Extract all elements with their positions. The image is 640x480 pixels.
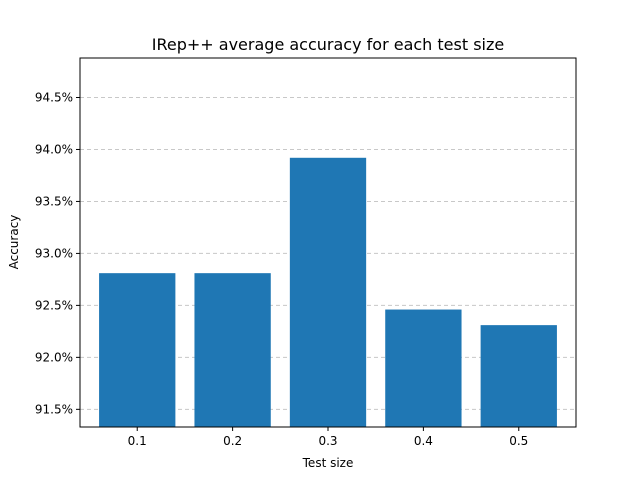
x-tick-label: 0.5 bbox=[509, 434, 528, 448]
y-tick-label: 91.5% bbox=[35, 402, 73, 416]
y-axis-ticks: 91.5% 92.0% 92.5% 93.0% 93.5% 94.0% 94.5% bbox=[35, 90, 80, 416]
x-axis-label: Test size bbox=[302, 456, 354, 470]
y-tick-label: 93.0% bbox=[35, 246, 73, 260]
x-tick-label: 0.4 bbox=[414, 434, 433, 448]
y-tick-label: 94.5% bbox=[35, 90, 73, 104]
bars bbox=[99, 157, 557, 427]
x-tick-label: 0.3 bbox=[318, 434, 337, 448]
x-tick-label: 0.2 bbox=[223, 434, 242, 448]
chart-title: IRep++ average accuracy for each test si… bbox=[152, 35, 504, 54]
bar-0.4 bbox=[385, 309, 462, 427]
y-tick-label: 93.5% bbox=[35, 194, 73, 208]
x-axis-ticks: 0.1 0.2 0.3 0.4 0.5 bbox=[128, 427, 528, 448]
y-tick-label: 92.5% bbox=[35, 298, 73, 312]
y-axis-label: Accuracy bbox=[7, 215, 21, 270]
y-tick-label: 94.0% bbox=[35, 142, 73, 156]
bar-0.5 bbox=[480, 325, 557, 427]
y-tick-label: 92.0% bbox=[35, 350, 73, 364]
bar-0.2 bbox=[194, 273, 271, 427]
bar-0.3 bbox=[289, 157, 367, 427]
bar-0.1 bbox=[99, 273, 176, 427]
x-tick-label: 0.1 bbox=[128, 434, 147, 448]
